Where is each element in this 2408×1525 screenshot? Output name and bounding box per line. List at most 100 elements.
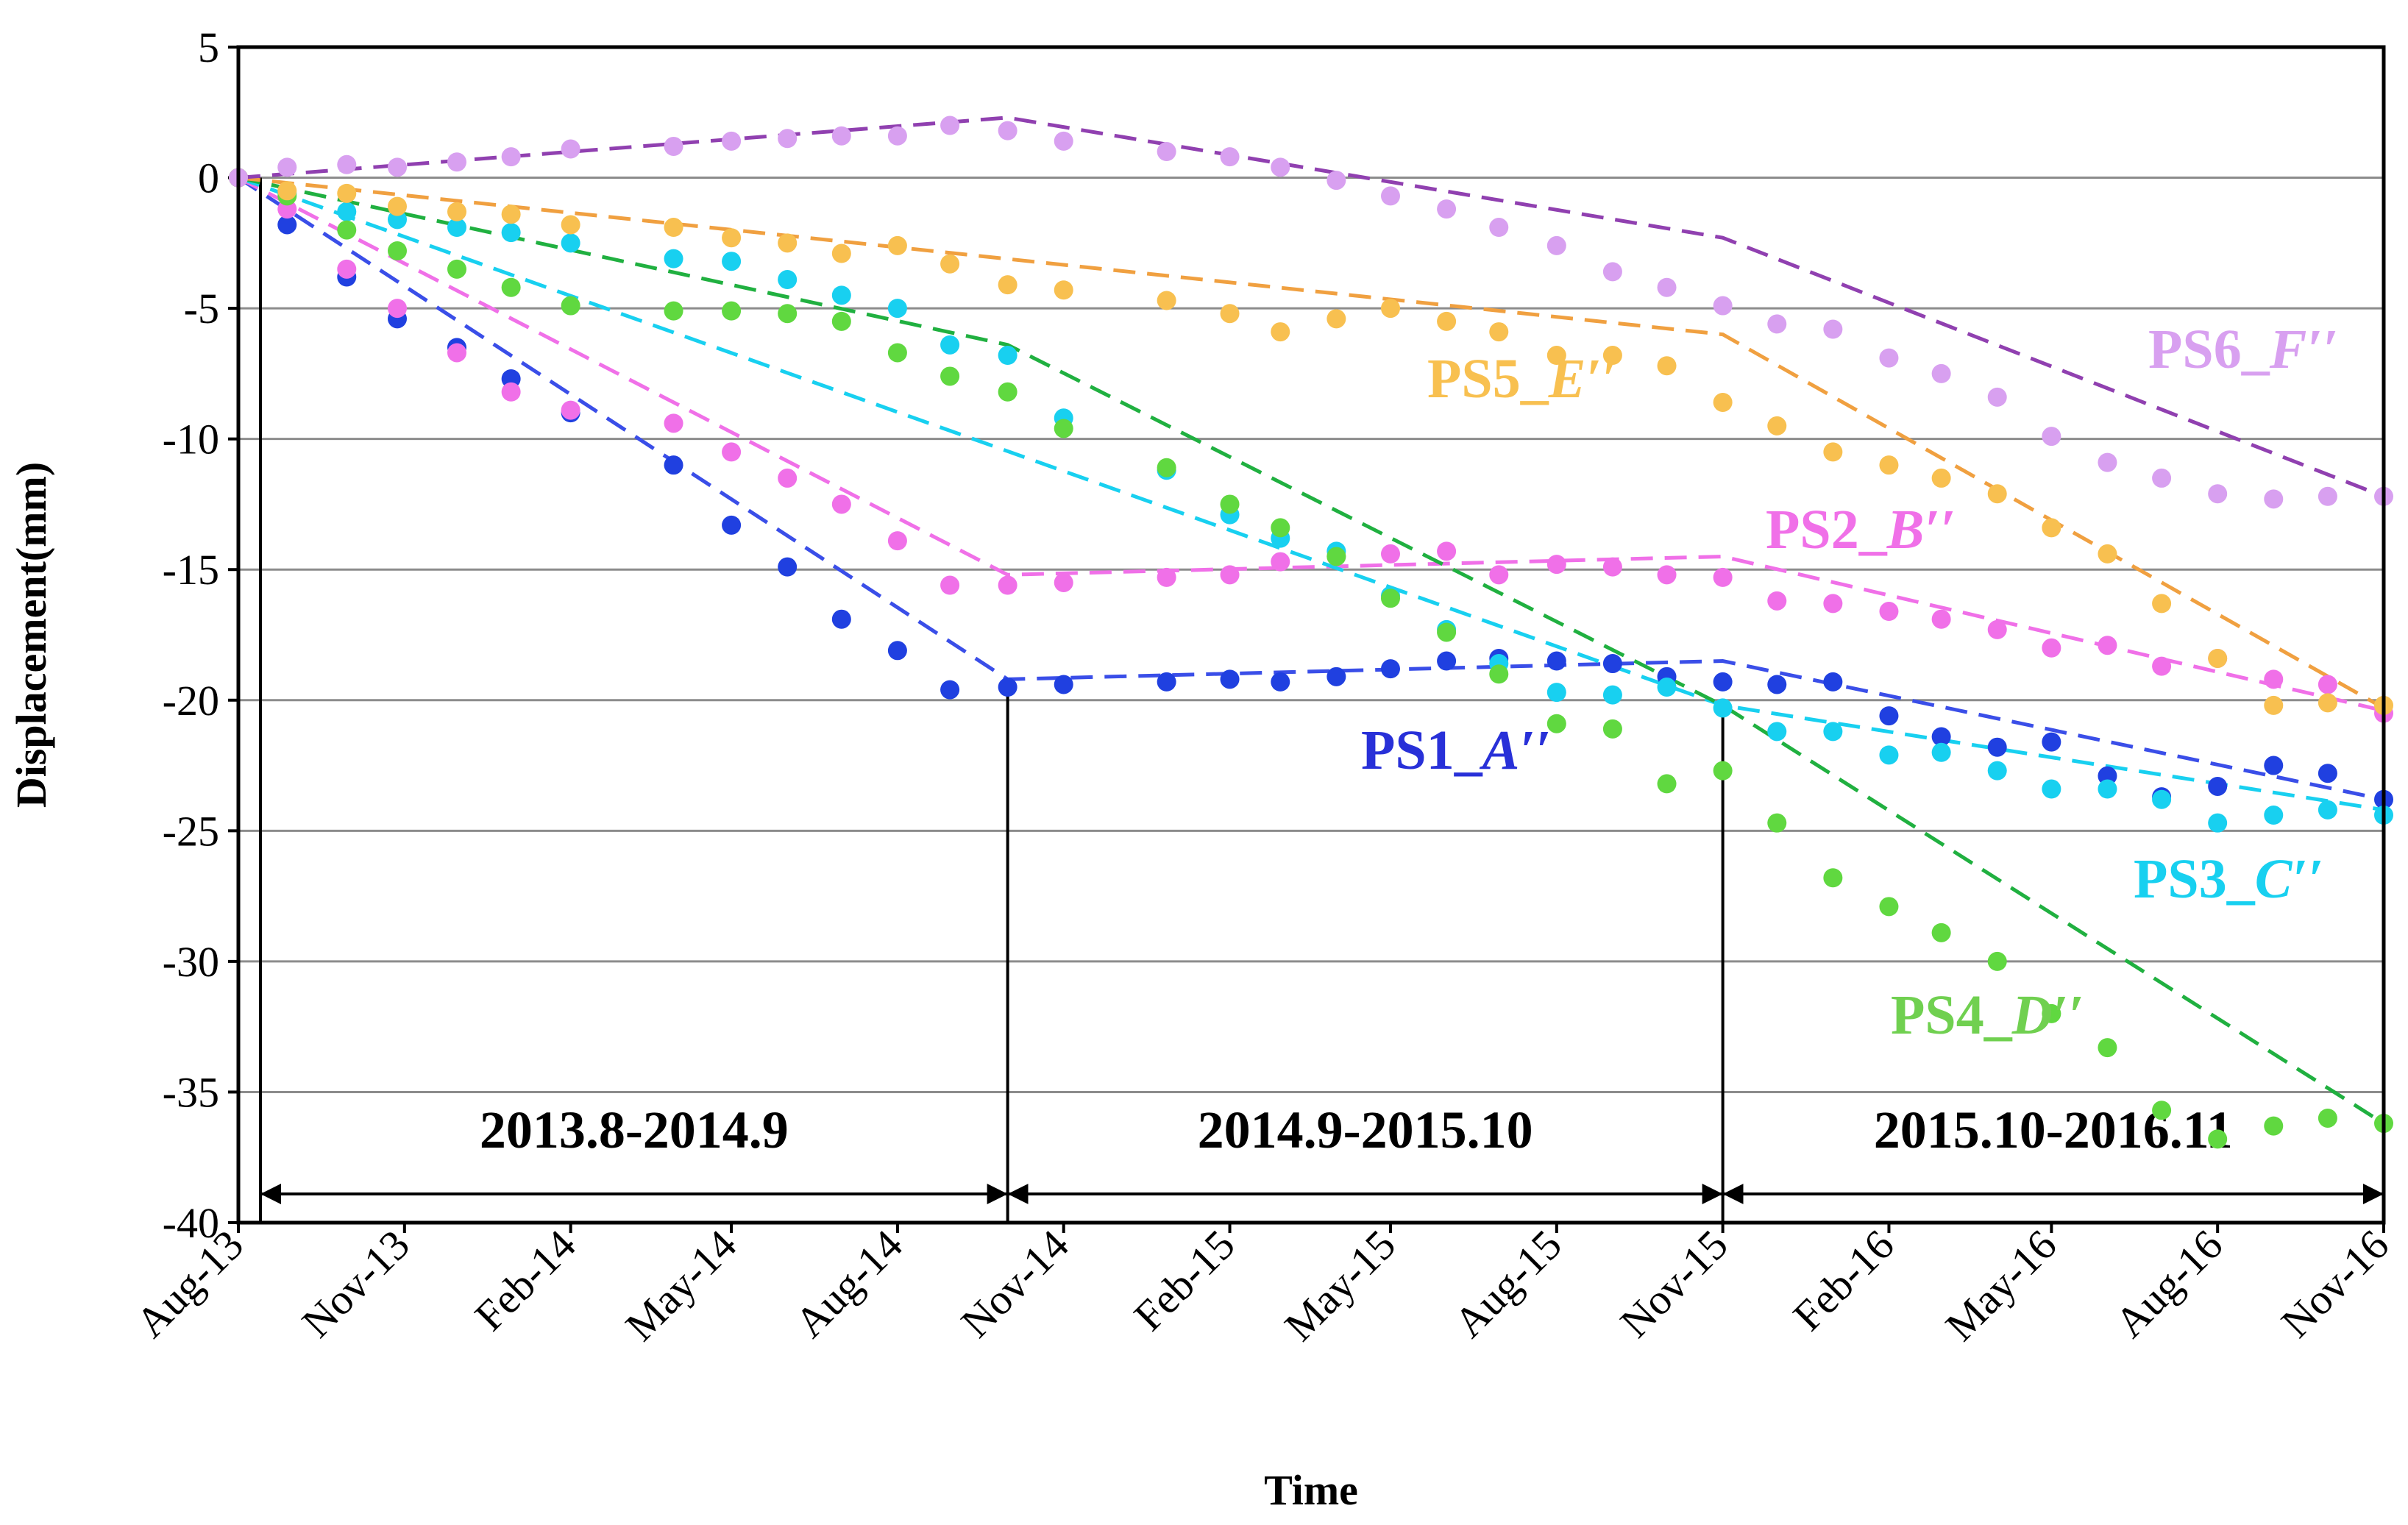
data-point [722,515,742,535]
data-point [1879,745,1899,765]
data-point [2208,813,2228,833]
data-point [2208,776,2228,796]
data-point [2152,789,2172,809]
data-point [277,215,297,235]
period-label: 2015.10-2016.11 [1874,1101,2233,1159]
data-point [1437,541,1457,561]
data-point [1546,235,1566,255]
data-point [887,641,907,661]
y-tick-label: -10 [163,416,219,463]
data-point [1271,157,1290,177]
data-point [1602,654,1622,674]
x-tick-label: Nov-16 [2272,1220,2398,1346]
data-point [1326,309,1346,329]
data-point [2208,484,2228,504]
data-point [1602,685,1622,705]
y-tick-label: -15 [163,546,219,594]
series-label: PS3_C′′ [2134,848,2323,910]
data-point [1823,442,1843,462]
data-point [1713,698,1733,718]
data-point [1271,552,1290,572]
data-point [561,296,580,316]
data-point [831,311,851,331]
data-point [998,382,1017,402]
data-point [1326,547,1346,566]
data-point [1602,719,1622,739]
data-point [2208,1129,2228,1149]
data-point [1220,147,1240,167]
data-point [1489,565,1509,585]
data-point [998,275,1017,295]
data-point [2264,695,2284,715]
data-point [1220,669,1240,689]
data-point [277,181,297,201]
data-point [722,228,742,248]
data-point [1326,171,1346,191]
period-label: 2013.8-2014.9 [480,1101,789,1159]
data-point [831,609,851,629]
data-point [1657,565,1677,585]
data-point [1602,262,1622,282]
data-point [1823,594,1843,614]
data-point [998,678,1017,697]
data-point [1713,567,1733,587]
data-point [1931,468,1951,488]
x-tick-label: Aug-15 [1445,1220,1571,1346]
data-point [501,382,521,402]
data-point [778,557,798,577]
data-point [664,301,683,321]
data-point [1157,567,1176,587]
data-point [2152,656,2172,676]
x-tick-label: May-16 [1936,1220,2066,1350]
data-point [998,346,1017,366]
data-point [1767,314,1787,334]
data-point [887,531,907,551]
data-point [1546,651,1566,671]
trend-line-2 [237,176,2384,713]
data-point [1157,142,1176,162]
data-point [561,139,580,159]
data-point [778,270,798,290]
data-point [2098,779,2117,799]
plot-area-frame [236,45,2386,1225]
data-point [1987,737,2007,757]
data-point [561,233,580,253]
y-tick-label: 0 [198,154,219,202]
data-point [1489,322,1509,342]
data-point [2318,1108,2337,1128]
data-point [722,131,742,151]
data-point [1381,186,1400,206]
y-tick-label: 5 [198,24,219,71]
data-point [447,152,466,172]
data-point [1713,296,1733,316]
data-point [2098,1038,2117,1058]
series-label: PS2_B′′ [1766,499,1956,561]
data-point [1157,458,1176,477]
y-tick-label: -30 [163,938,219,986]
data-point [2318,675,2337,694]
data-point [1381,299,1400,319]
data-point [1767,591,1787,611]
trend-line-1 [237,176,2384,802]
data-point [1326,666,1346,686]
data-point [1767,813,1787,833]
y-tick-label: -35 [163,1068,219,1116]
data-point [447,343,466,363]
data-point [1823,722,1843,742]
data-point [1879,706,1899,726]
data-point [1546,346,1566,366]
data-point [1987,484,2007,504]
data-point [887,235,907,255]
data-point [1879,602,1899,622]
x-tick-label: Aug-14 [786,1220,912,1346]
series-labels: PS1_A′′ PS2_B′′ PS3_C′′ PS4_D′′ PS5_E′′ PS6_F… [1361,319,2338,1046]
data-point [1713,761,1733,781]
data-point [561,215,580,235]
x-axis-title: Time [1264,1466,1358,1514]
data-point [2152,468,2172,488]
data-point [2264,756,2284,775]
data-point [1931,727,1951,747]
data-point [2152,594,2172,614]
data-point [1271,672,1290,692]
data-point [1157,291,1176,310]
